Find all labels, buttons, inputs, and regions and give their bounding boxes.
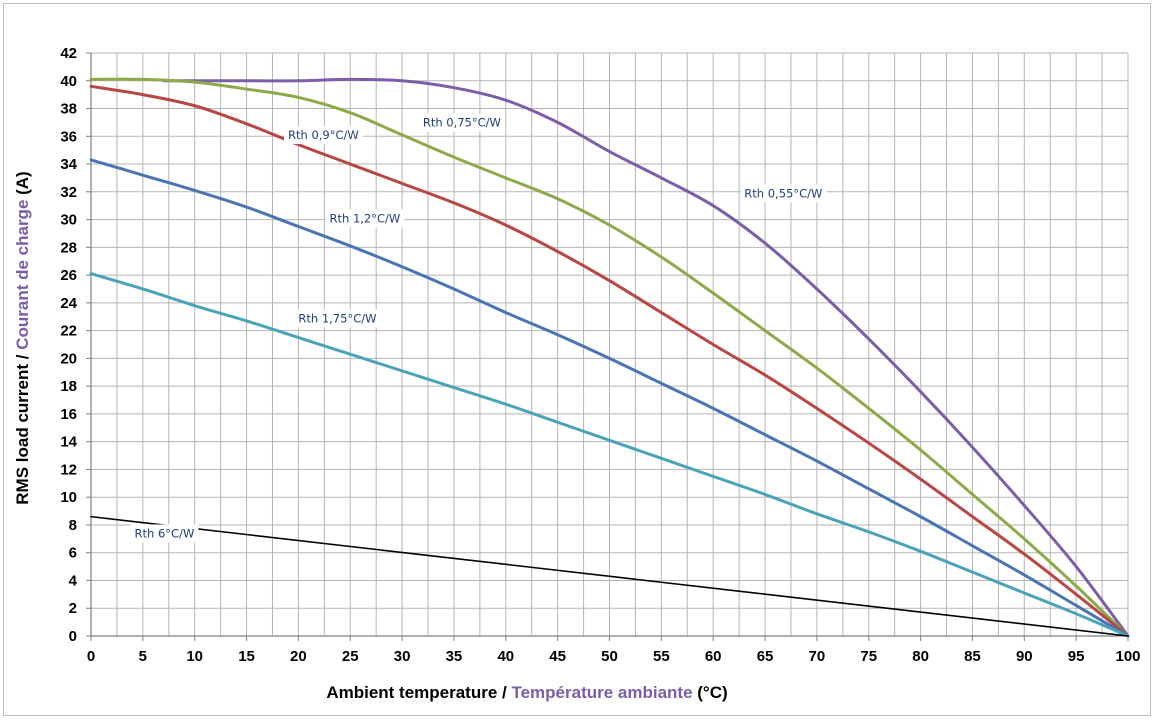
y-tick-label: 30 [60,212,77,229]
series-label-background [740,184,827,203]
y-tick-label: 4 [69,572,78,589]
x-tick-label: 55 [653,648,670,665]
series-label-background [418,113,505,132]
series-label-group: Rth 0,9°C/W [284,126,363,145]
x-tick-label: 15 [238,648,255,665]
series-label-rth-6-c-w: Rth 6°C/W [135,526,195,540]
x-tick-label: 50 [601,648,618,665]
x-tick-label: 85 [964,648,981,665]
x-tick-label: 60 [705,648,722,665]
x-tick-label: 40 [497,648,514,665]
series-line-rth-0-55-c-w [162,77,1130,638]
series-curves [89,77,1130,638]
x-tick-label: 80 [912,648,929,665]
y-tick-label: 38 [60,101,77,118]
chart-frame: 0 5 10 15 20 25 30 35 40 45 50 55 60 65 70 75 80 85 90 95 10… [3,3,1151,716]
series-line-rth-0-9-c-w [89,84,1130,638]
x-axis-title-en: Ambient temperature / [326,683,511,702]
y-tick-label: 32 [60,184,77,201]
series-label-rth-0-55-c-w: Rth 0,55°C/W [744,186,822,200]
series-line-rth-6-c-w [90,515,1129,637]
x-tick-label: 65 [757,648,774,665]
y-tick-label: 40 [60,73,77,90]
y-tick-label: 22 [60,323,77,340]
x-axis-title-fr: Température ambiante [511,683,692,702]
x-tick-label: 70 [809,648,826,665]
x-tick-label: 25 [342,648,359,665]
series-label-background [130,524,199,543]
y-tick-label: 2 [69,600,77,617]
y-tick-label: 34 [60,156,77,173]
y-tick-label: 14 [60,434,77,451]
x-tick-label: 30 [394,648,411,665]
x-tick-label: 35 [446,648,463,665]
series-label-background [284,126,363,145]
x-tick-label: 0 [87,648,95,665]
y-axis-title-unit: (A) [13,171,32,199]
series-label-background [325,209,405,228]
y-tick-label: 16 [60,406,77,423]
x-tick-label: 90 [1016,648,1033,665]
x-tick-label: 20 [290,648,307,665]
y-tick-label: 42 [60,45,77,62]
grid-lines [90,52,1129,637]
y-tick-label: 28 [60,239,77,256]
y-tick-label: 36 [60,128,77,145]
y-tick-label: 12 [60,461,77,478]
x-tick-label: 45 [549,648,566,665]
y-axis-title-en: RMS load current / [13,350,32,505]
y-tick-label: 20 [60,350,77,367]
x-tick-label: 95 [1068,648,1085,665]
series-label-rth-0-75-c-w: Rth 0,75°C/W [423,116,501,130]
series-line-rth-1-75-c-w [89,272,1130,638]
y-tick-label: 10 [60,489,77,506]
y-tick-label: 8 [69,517,77,534]
series-label-group: Rth 0,55°C/W [740,184,827,203]
series-label-rth-1-75-c-w: Rth 1,75°C/W [298,311,376,325]
x-tick-label: 100 [1115,648,1140,665]
x-tick-label: 5 [139,648,147,665]
series-label-group: Rth 6°C/W [130,524,199,543]
x-tick-label: 10 [186,648,203,665]
y-tick-label: 0 [69,628,77,645]
series-label-group: Rth 0,75°C/W [418,113,505,132]
series-line-rth-0-75-c-w [89,77,1130,638]
y-tick-label: 24 [60,295,77,312]
x-tick-label: 75 [860,648,877,665]
series-labels: Rth 0,55°C/W Rth 0,75°C/W Rth 0,9°C/W Rth 1… [130,113,827,543]
y-axis-title-fr: Courant de charge [13,200,32,350]
y-tick-label: 18 [60,378,77,395]
x-axis-title-unit: (°C) [693,683,728,702]
series-label-rth-1-2-c-w: Rth 1,2°C/W [330,211,401,225]
x-tick-labels: 0 5 10 15 20 25 30 35 40 45 50 55 60 65 70 75 80 85 90 95 10… [87,636,1141,665]
y-tick-label: 6 [69,545,77,562]
y-axis-title: RMS load current / Courant de charge (A) [13,171,32,504]
series-label-group: Rth 1,2°C/W [325,209,405,228]
y-tick-label: 26 [60,267,77,284]
series-label-background [294,309,381,328]
series-line-rth-1-2-c-w [89,158,1130,638]
series-label-rth-0-9-c-w: Rth 0,9°C/W [288,128,359,142]
series-label-group: Rth 1,75°C/W [294,309,381,328]
x-axis-title: Ambient temperature / Température ambian… [326,683,727,702]
chart-canvas: 0 5 10 15 20 25 30 35 40 45 50 55 60 65 70 75 80 85 90 95 10… [13,45,1141,702]
